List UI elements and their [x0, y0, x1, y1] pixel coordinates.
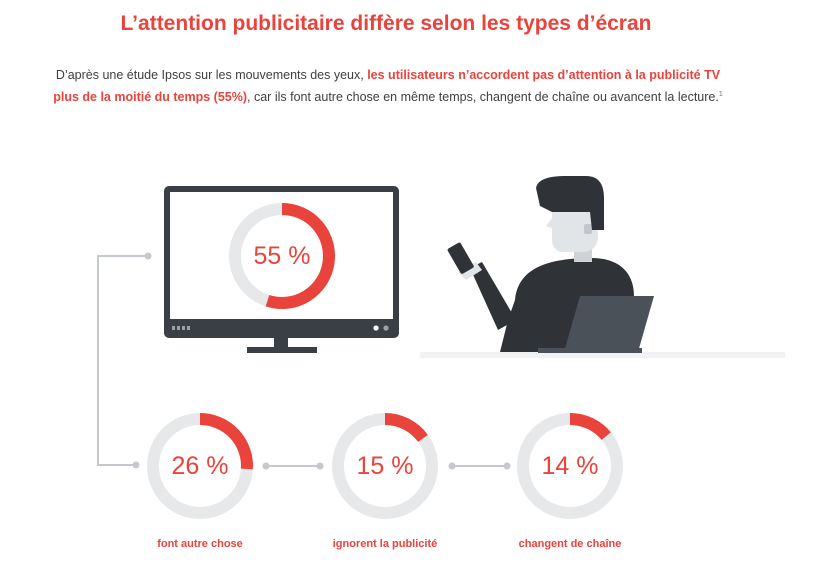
- main-stat-ring-progress: [265, 203, 335, 309]
- connector-dots: [132, 252, 511, 470]
- main-stat-value: 55 %: [253, 242, 311, 270]
- stat-caption-2: ignorent la publicité: [332, 538, 438, 550]
- donut-rings: [147, 203, 623, 519]
- connector-tv-to-stat1: [97, 255, 148, 466]
- floor-shadow: [420, 352, 785, 358]
- footnote-marker: 1: [718, 91, 723, 98]
- intro-highlight: les utilisateurs n’accordent pas d’atten…: [53, 68, 721, 105]
- connector-dot: [503, 462, 511, 470]
- stat-value-1: 26 %: [171, 452, 229, 480]
- intro-part-1: D’après une étude Ipsos sur les mouvemen…: [55, 68, 368, 82]
- laptop-icon: [538, 296, 654, 353]
- smartphone-icon: [447, 242, 474, 274]
- page-title: L’attention publicitaire diffère selon l…: [120, 12, 652, 35]
- stat-caption-1: font autre chose: [157, 538, 243, 550]
- intro-text: D’après une étude Ipsos sur les mouvemen…: [48, 66, 728, 107]
- stat-value-3: 14 %: [541, 452, 599, 480]
- stat-ring-2-progress: [384, 413, 428, 443]
- connector-dot: [316, 462, 324, 470]
- stat-ring-1-progress: [199, 413, 253, 470]
- connector-dot: [132, 461, 140, 469]
- stat-caption-3: changent de chaîne: [518, 538, 622, 550]
- stat-value-2: 15 %: [356, 452, 414, 480]
- connector-dot: [144, 252, 152, 260]
- connector-dot: [262, 462, 270, 470]
- stat-ring-3-progress: [569, 413, 611, 441]
- intro-part-2: , car ils font autre chose en même temps…: [247, 90, 719, 105]
- connector-lines: [97, 255, 507, 467]
- connector-dot: [448, 462, 456, 470]
